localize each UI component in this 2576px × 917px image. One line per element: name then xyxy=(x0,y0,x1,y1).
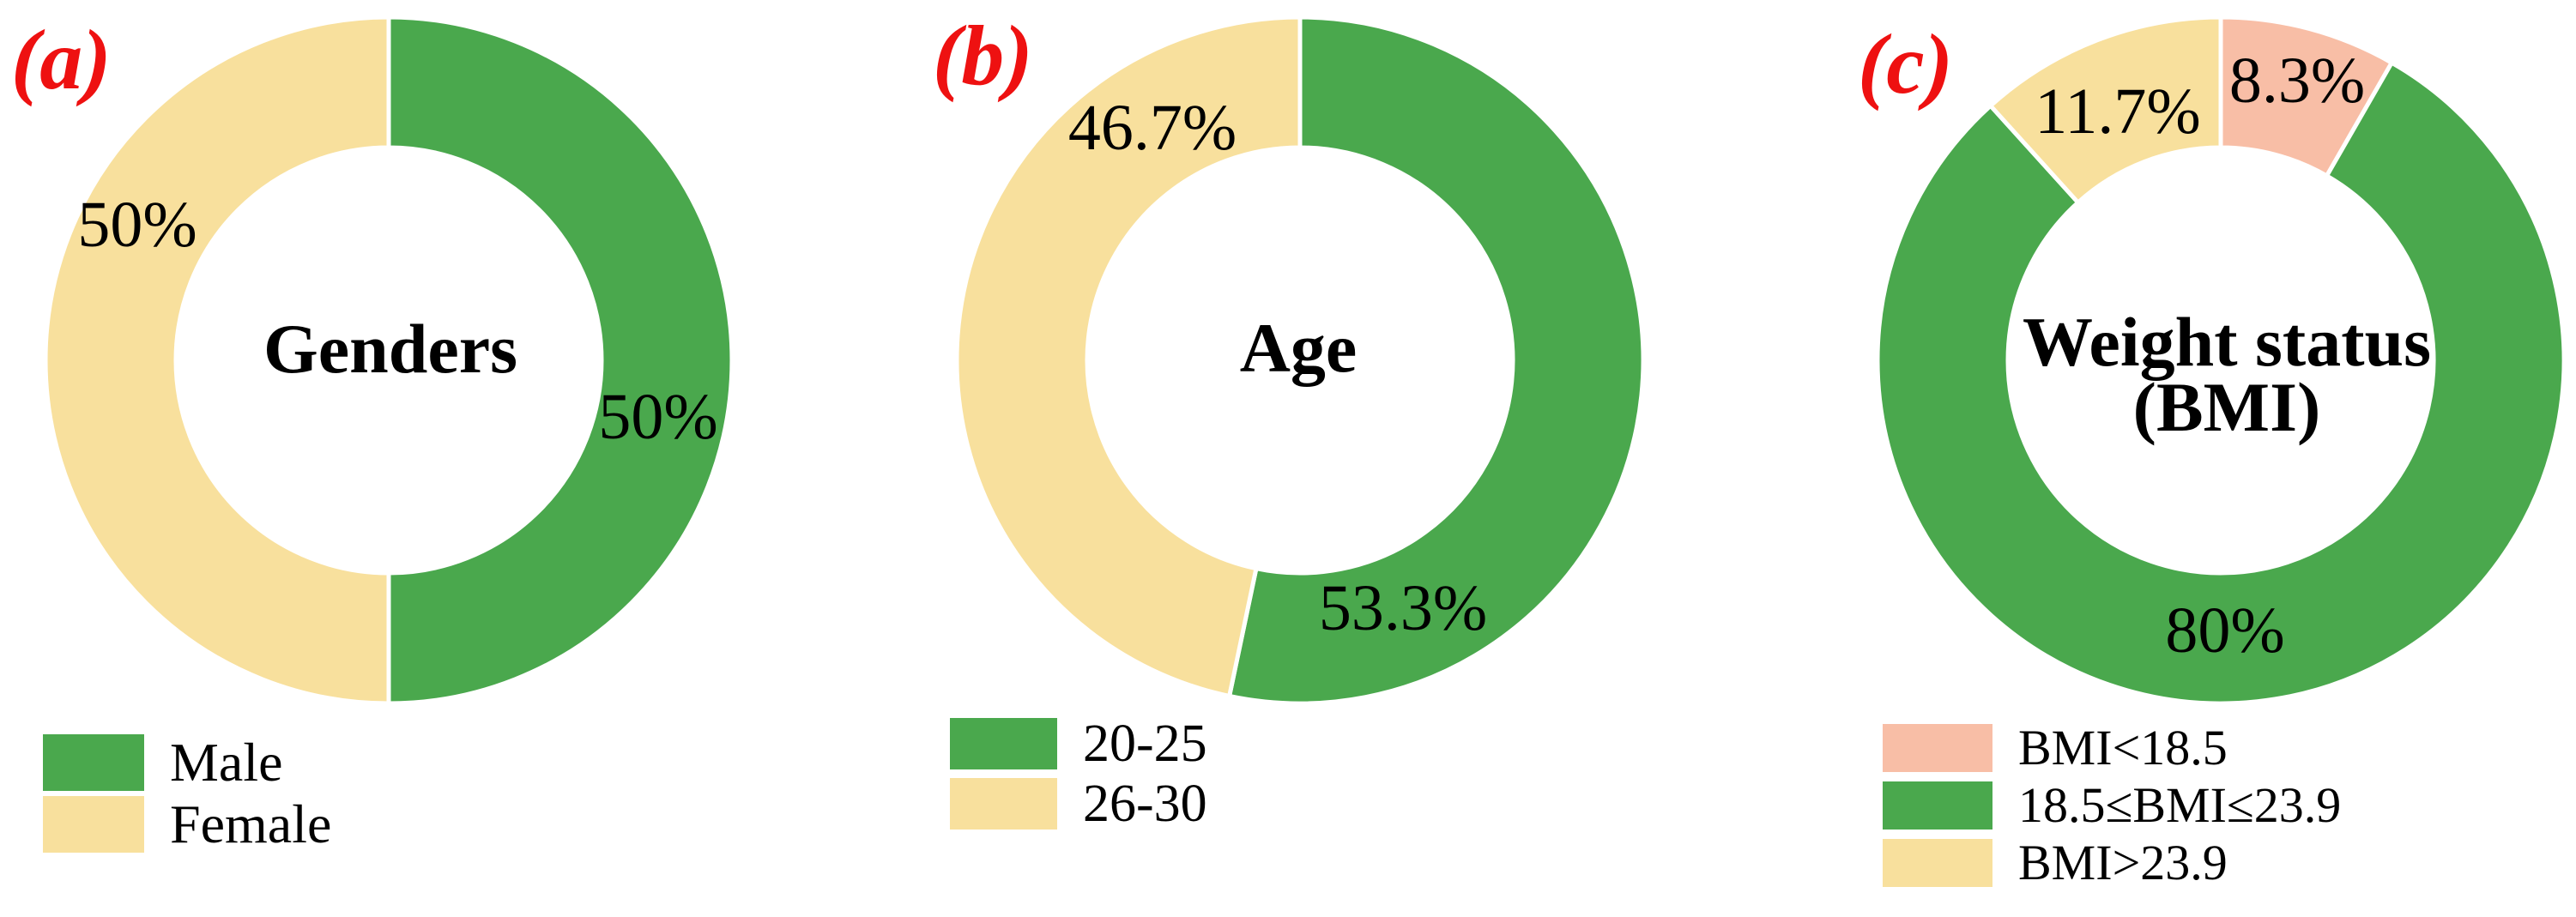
pie-slice-Female xyxy=(43,15,391,706)
chart-title-line: Age xyxy=(1239,309,1358,387)
legend-label: BMI<18.5 xyxy=(2018,720,2228,775)
legend-item: 20-25 xyxy=(950,717,1207,770)
slice-value-label-overweight: 11.7% xyxy=(2035,75,2201,148)
panel-letter-a: (a) xyxy=(11,12,112,107)
legend-item: 26-30 xyxy=(950,777,1207,830)
slice-value-label-female: 50% xyxy=(77,189,197,261)
legend-swatch-bmi-low xyxy=(1883,724,1992,772)
pie-slice-18.5≤BMI≤23.9 xyxy=(1875,60,2567,706)
legend-swatch-20-25 xyxy=(950,718,1057,769)
chart-title-line: (BMI) xyxy=(2132,368,2321,446)
donut-chart-age xyxy=(954,15,1646,706)
legend-swatch-male xyxy=(43,734,144,791)
chart-center-title: Age xyxy=(1240,313,1358,383)
donut-chart-genders xyxy=(43,15,735,706)
legend-item: BMI>23.9 xyxy=(1883,838,2228,888)
panel-genders: (a) Genders 50% 50% Male Female xyxy=(0,0,858,917)
legend-item: Male xyxy=(43,734,283,791)
legend-swatch-female xyxy=(43,796,144,853)
chart-title-line: Genders xyxy=(263,310,518,388)
donut-chart-weight-status xyxy=(1875,15,2567,706)
pie-slice-BMI>23.9 xyxy=(1988,15,2223,205)
slice-value-label-20-25: 53.3% xyxy=(1318,572,1488,644)
panel-weight-status: (c) Weight status (BMI) 8.3% 80% 11.7% B… xyxy=(1716,0,2574,917)
legend-swatch-bmi-high xyxy=(1883,839,1992,887)
legend-item: 18.5≤BMI≤23.9 xyxy=(1883,781,2341,830)
legend-label: 20-25 xyxy=(1083,715,1207,773)
panel-letter-c: (c) xyxy=(1858,16,1953,112)
slice-value-label-26-30: 46.7% xyxy=(1067,92,1237,164)
panel-letter-b: (b) xyxy=(933,8,1033,103)
legend-item: BMI<18.5 xyxy=(1883,723,2228,773)
pie-slice-Male xyxy=(386,15,735,706)
panel-age: (b) Age 53.3% 46.7% 20-25 26-30 xyxy=(858,0,1716,917)
legend-swatch-26-30 xyxy=(950,778,1057,830)
pie-slice-26-30 xyxy=(954,15,1303,698)
legend-label: BMI>23.9 xyxy=(2018,835,2228,890)
legend-label: Male xyxy=(170,732,283,793)
legend-label: 26-30 xyxy=(1083,775,1207,833)
chart-title-line: Weight status xyxy=(2022,303,2432,381)
legend-label: 18.5≤BMI≤23.9 xyxy=(2018,777,2342,833)
slice-value-label-underweight: 8.3% xyxy=(2228,45,2366,117)
legend-label: Female xyxy=(170,793,332,854)
chart-center-title: Genders xyxy=(263,314,517,384)
chart-center-title: Weight status (BMI) xyxy=(2022,303,2432,446)
slice-value-label-male: 50% xyxy=(598,381,718,453)
legend-swatch-bmi-normal xyxy=(1883,781,1992,830)
legend-item: Female xyxy=(43,796,331,853)
pie-slice-20-25 xyxy=(1227,15,1646,706)
slice-value-label-normal: 80% xyxy=(2165,594,2285,667)
